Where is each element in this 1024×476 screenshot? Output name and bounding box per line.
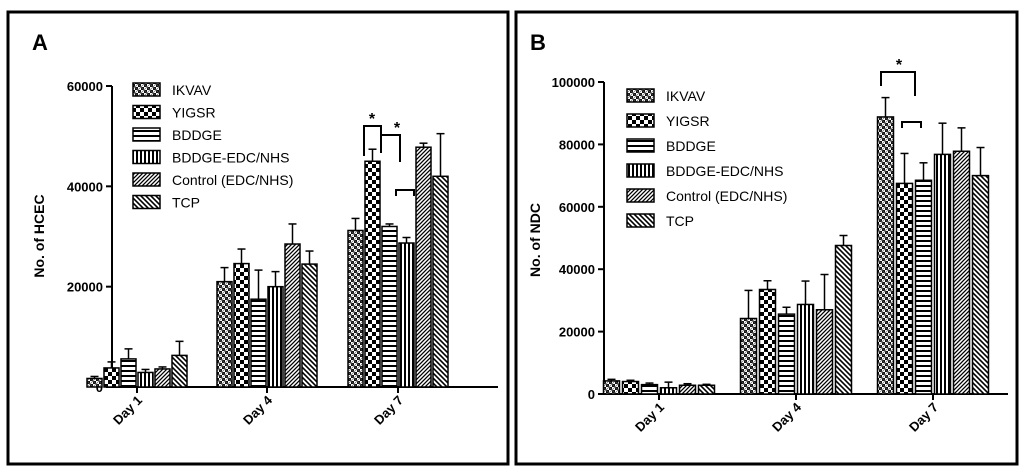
bar <box>834 244 853 395</box>
panel-b-y-axis-label: No. of NDC <box>527 203 543 277</box>
legend-label: BDDGE-EDC/NHS <box>666 163 783 179</box>
bar <box>971 174 990 395</box>
bar <box>103 367 120 388</box>
x-tick-label: Day 4 <box>240 392 276 428</box>
legend-label: BDDGE <box>172 127 222 143</box>
y-tick-label: 20000 <box>559 325 595 340</box>
legend-label: TCP <box>666 213 694 229</box>
y-tick-label: 60000 <box>67 79 103 94</box>
bar <box>876 116 895 395</box>
legend-label: Control (EDC/NHS) <box>666 188 787 204</box>
legend-swatch <box>626 138 655 153</box>
x-tick-label: Day 1 <box>632 400 667 435</box>
bar <box>381 225 398 388</box>
panel-a-label: A <box>32 30 48 55</box>
legend-swatch <box>626 88 655 103</box>
significance-bracket <box>380 134 401 162</box>
significance-star: * <box>394 120 401 137</box>
bar <box>640 383 659 395</box>
significance-bracket <box>901 121 922 128</box>
plots-layer: 0 20000 40000 60000 Day 1 Day 4 Day 7 IKVAV YIGS… <box>67 57 1008 435</box>
legend-swatch <box>626 113 655 128</box>
y-tick-label: 80000 <box>559 137 595 152</box>
legend-label: IKVAV <box>666 88 706 104</box>
bar <box>86 377 103 388</box>
y-tick-label: 20000 <box>67 280 103 295</box>
legend-label: Control (EDC/NHS) <box>172 172 293 188</box>
bar <box>796 303 815 395</box>
legend-swatch <box>626 163 655 178</box>
panel-a-y-axis-label: No. of HCEC <box>31 194 47 277</box>
bar <box>739 317 758 395</box>
bar <box>895 182 914 395</box>
legend-swatch <box>626 188 655 203</box>
bar <box>952 150 971 395</box>
legend-swatch <box>132 194 161 210</box>
bar <box>137 371 154 388</box>
legend-label: YIGSR <box>172 105 216 121</box>
bar <box>347 229 364 388</box>
bar <box>415 146 432 388</box>
bar <box>301 263 318 388</box>
legend-label: BDDGE-EDC/NHS <box>172 150 289 166</box>
significance-bracket <box>880 71 916 96</box>
panel-a-frame <box>6 10 510 466</box>
bar <box>120 358 137 388</box>
panel-b-label: B <box>530 30 546 55</box>
bar <box>815 309 834 395</box>
x-tick-label: Day 4 <box>769 399 805 435</box>
legend-label: YIGSR <box>666 113 710 129</box>
bar <box>914 179 933 395</box>
bar <box>171 354 188 388</box>
x-tick-label: Day 7 <box>371 393 406 428</box>
bar <box>233 262 250 388</box>
bar <box>933 153 952 395</box>
bar <box>602 380 621 395</box>
bar <box>432 175 449 388</box>
legend-swatch <box>132 104 161 120</box>
bar <box>777 313 796 395</box>
bar <box>678 384 697 395</box>
y-tick-label: 40000 <box>559 262 595 277</box>
significance-bracket <box>395 189 415 196</box>
bar <box>398 242 415 388</box>
legend-label: IKVAV <box>172 82 212 98</box>
bar <box>250 298 267 388</box>
significance-star: * <box>369 111 376 128</box>
bar <box>364 160 381 388</box>
x-tick-label: Day 1 <box>110 393 145 428</box>
legend-swatch <box>132 172 161 187</box>
y-tick-label: 0 <box>588 387 595 402</box>
legend-swatch <box>132 149 161 165</box>
y-tick-label: 100000 <box>552 75 595 90</box>
bar <box>154 368 171 388</box>
bar <box>267 285 284 388</box>
legend-swatch <box>626 213 655 228</box>
bar <box>284 243 301 388</box>
y-tick-label: 40000 <box>67 179 103 194</box>
legend-label: TCP <box>172 195 200 211</box>
bar <box>621 380 640 395</box>
legend-label: BDDGE <box>666 138 716 154</box>
bar <box>216 280 233 388</box>
significance-star: * <box>896 57 903 74</box>
bar <box>758 288 777 395</box>
bar <box>659 387 678 395</box>
legend-swatch <box>132 82 161 97</box>
panel-b-frame <box>514 10 1019 466</box>
bar <box>697 384 716 395</box>
legend-swatch <box>132 127 161 142</box>
x-tick-label: Day 7 <box>906 400 941 435</box>
y-tick-label: 60000 <box>559 200 595 215</box>
